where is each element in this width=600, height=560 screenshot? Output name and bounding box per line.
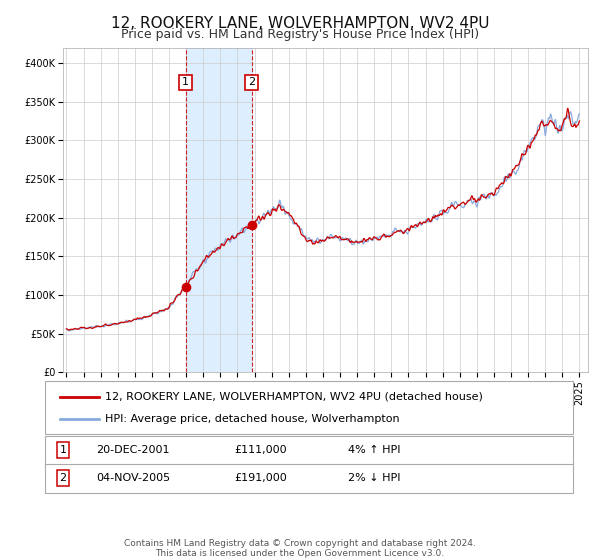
Text: This data is licensed under the Open Government Licence v3.0.: This data is licensed under the Open Gov… <box>155 549 445 558</box>
Text: £111,000: £111,000 <box>234 445 287 455</box>
Bar <box>185 48 252 372</box>
Text: Contains HM Land Registry data © Crown copyright and database right 2024.: Contains HM Land Registry data © Crown c… <box>124 539 476 548</box>
Text: 04-NOV-2005: 04-NOV-2005 <box>96 473 170 483</box>
Text: HPI: Average price, detached house, Wolverhampton: HPI: Average price, detached house, Wolv… <box>105 414 400 424</box>
Text: 20-DEC-2001: 20-DEC-2001 <box>96 445 170 455</box>
Text: £191,000: £191,000 <box>234 473 287 483</box>
Text: 1: 1 <box>182 77 189 87</box>
Text: 12, ROOKERY LANE, WOLVERHAMPTON, WV2 4PU (detached house): 12, ROOKERY LANE, WOLVERHAMPTON, WV2 4PU… <box>105 392 483 402</box>
Text: Price paid vs. HM Land Registry's House Price Index (HPI): Price paid vs. HM Land Registry's House … <box>121 28 479 41</box>
Text: 1: 1 <box>59 445 67 455</box>
Text: 2: 2 <box>248 77 256 87</box>
Text: 4% ↑ HPI: 4% ↑ HPI <box>348 445 401 455</box>
Text: 12, ROOKERY LANE, WOLVERHAMPTON, WV2 4PU: 12, ROOKERY LANE, WOLVERHAMPTON, WV2 4PU <box>111 16 489 31</box>
Text: 2: 2 <box>59 473 67 483</box>
Text: 2% ↓ HPI: 2% ↓ HPI <box>348 473 401 483</box>
